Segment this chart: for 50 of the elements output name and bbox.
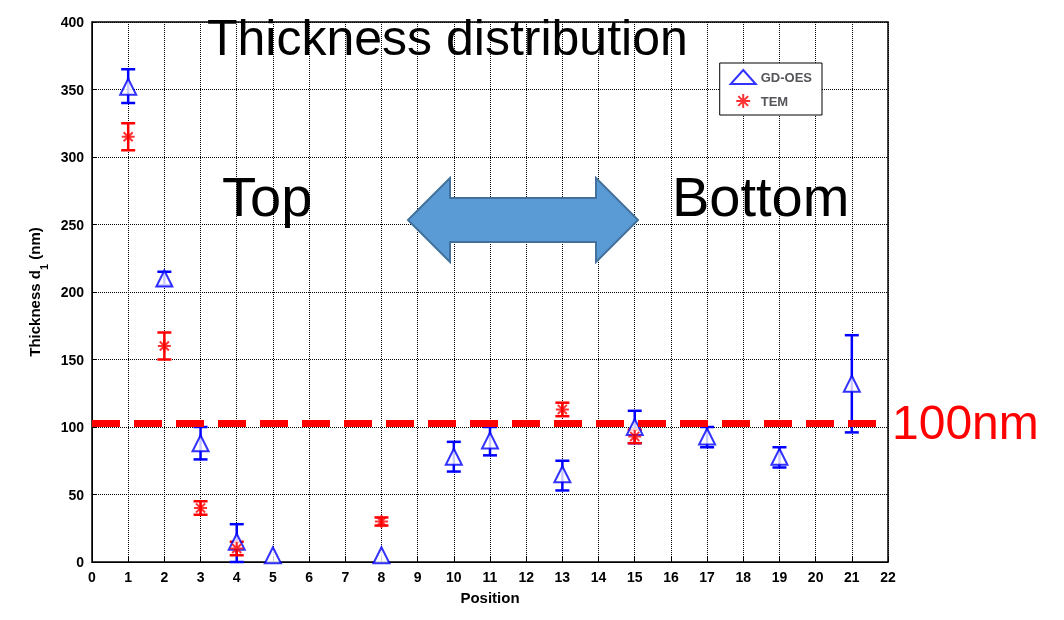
point <box>842 374 861 393</box>
x-tick-label: 11 <box>482 569 498 585</box>
x-tick-label: 18 <box>735 569 752 585</box>
x-tick-label: 13 <box>554 569 571 585</box>
point <box>119 77 138 96</box>
x-tick-label: 4 <box>232 569 241 585</box>
point <box>553 465 572 484</box>
x-tick-label: 5 <box>269 569 278 585</box>
point <box>191 434 210 453</box>
point <box>120 129 136 145</box>
annotation: Bottom <box>672 164 850 228</box>
x-tick-label: 14 <box>590 569 607 585</box>
x-tick-label: 3 <box>196 569 205 585</box>
x-tick-label: 12 <box>518 569 535 585</box>
ref-line-label: 100nm <box>892 396 1039 450</box>
y-tick-label: 400 <box>60 14 85 30</box>
x-tick-label: 6 <box>305 569 314 585</box>
y-tick-label: 300 <box>60 149 85 165</box>
x-axis-title: Position <box>460 589 520 606</box>
point <box>156 338 172 354</box>
y-tick-label: 350 <box>60 81 85 98</box>
point <box>481 431 499 450</box>
y-axis-title: Thickness d1 (nm) <box>25 227 51 357</box>
chart-title: Thickness distribution <box>207 10 688 66</box>
x-tick-label: 21 <box>844 569 860 585</box>
x-tick-label: 2 <box>160 569 169 585</box>
x-tick-label: 17 <box>699 569 716 585</box>
x-tick-label: 0 <box>88 569 97 585</box>
x-tick-label: 8 <box>377 569 386 585</box>
x-tick-label: 1 <box>124 569 133 585</box>
x-tick-label: 9 <box>413 569 422 585</box>
point <box>372 546 391 565</box>
x-tick-label: 19 <box>771 569 788 585</box>
y-tick-label: 0 <box>76 554 85 570</box>
x-tick-label: 16 <box>663 569 679 585</box>
x-tick-label: 20 <box>807 569 824 585</box>
point <box>263 546 282 565</box>
x-tick-label: 15 <box>626 569 643 585</box>
point <box>444 447 463 466</box>
y-tick-label: 100 <box>60 419 85 435</box>
y-tick-label: 250 <box>60 216 85 233</box>
x-tick-label: 7 <box>341 569 350 585</box>
annotation: Top <box>222 164 313 228</box>
y-tick-label: 50 <box>68 486 85 503</box>
legend-label: GD-OES <box>760 69 813 85</box>
x-tick-label: 22 <box>880 569 896 585</box>
y-tick-label: 200 <box>60 284 85 300</box>
legend-label: TEM <box>760 93 789 109</box>
x-tick-label: 10 <box>446 569 462 585</box>
y-tick-label: 150 <box>60 351 85 368</box>
